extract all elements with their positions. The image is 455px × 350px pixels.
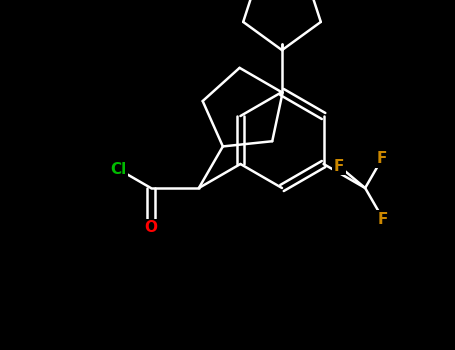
Text: O: O bbox=[144, 220, 157, 236]
Text: Cl: Cl bbox=[110, 161, 126, 176]
Text: F: F bbox=[378, 212, 388, 227]
Text: F: F bbox=[377, 151, 387, 166]
Text: F: F bbox=[334, 159, 344, 174]
